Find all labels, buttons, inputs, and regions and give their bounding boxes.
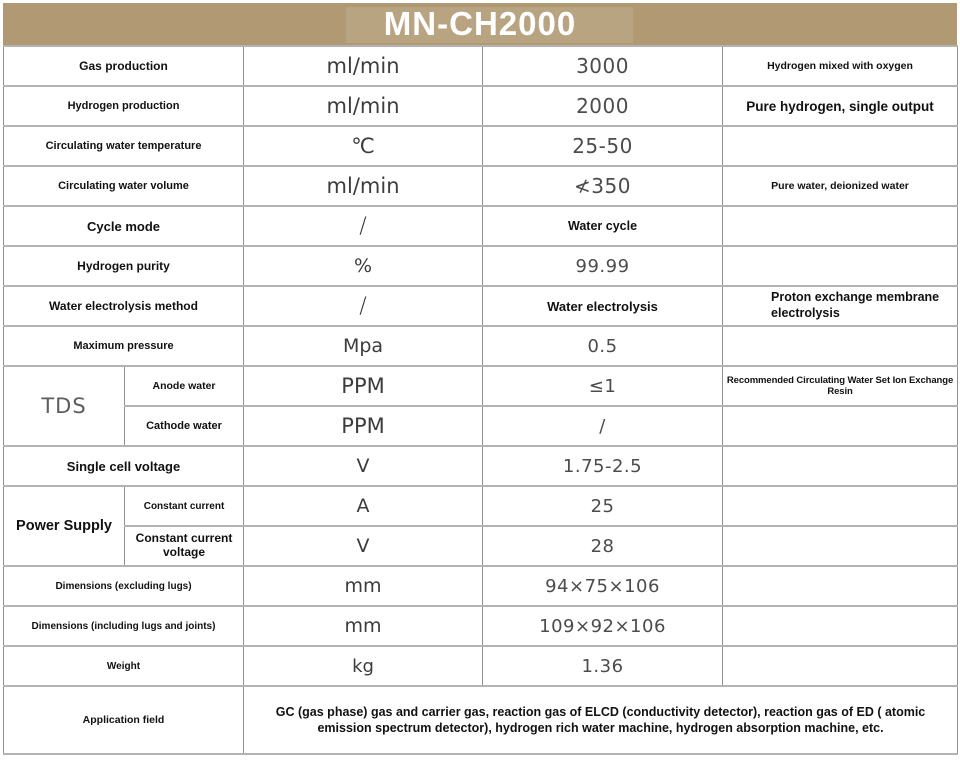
value-cell: Water cycle	[482, 205, 724, 247]
row-label: Maximum pressure	[2, 325, 245, 367]
note-cell	[722, 565, 959, 607]
unit-cell: kg	[243, 645, 484, 687]
table-row-application: Application field GC (gas phase) gas and…	[2, 685, 959, 755]
value-cell: 2000	[482, 85, 724, 127]
value-cell: /	[482, 405, 724, 447]
note-cell: Recommended Circulating Water Set Ion Ex…	[722, 365, 959, 407]
page-title: MN-CH2000	[383, 5, 577, 42]
row-label: Circulating water temperature	[2, 125, 245, 167]
value-cell: Water electrolysis	[482, 285, 724, 327]
unit-cell: V	[243, 525, 484, 567]
table-row: Cycle mode / Water cycle	[2, 205, 959, 247]
row-sublabel: Constant current	[123, 485, 245, 527]
row-label: Cycle mode	[2, 205, 245, 247]
row-label: Single cell voltage	[2, 445, 245, 487]
note-cell	[722, 605, 959, 647]
row-label: Dimensions (excluding lugs)	[2, 565, 245, 607]
row-label: Hydrogen purity	[2, 245, 245, 287]
note-cell: Proton exchange membrane electrolysis	[722, 285, 959, 327]
note-cell	[722, 525, 959, 567]
unit-cell: ml/min	[243, 165, 484, 207]
group-cell-tds: TDS	[3, 365, 125, 447]
note-cell: Pure hydrogen, single output	[722, 85, 959, 127]
note-cell: Pure water, deionized water	[722, 165, 959, 207]
title-highlight-box	[346, 7, 633, 43]
unit-cell: mm	[243, 565, 484, 607]
table-row: Cathode water PPM /	[4, 405, 959, 447]
table-row: Hydrogen production ml/min 2000 Pure hyd…	[2, 85, 959, 127]
table-row: Circulating water temperature ℃ 25-50	[2, 125, 959, 167]
unit-cell: ℃	[243, 125, 484, 167]
table-row: Weight kg 1.36	[2, 645, 959, 687]
row-label: Hydrogen production	[2, 85, 245, 127]
value-cell: 25-50	[482, 125, 724, 167]
unit-cell: A	[243, 485, 484, 527]
spec-sheet: MN-CH2000 Gas production ml/min 3000 Hyd…	[2, 3, 959, 755]
value-cell: 1.36	[482, 645, 724, 687]
unit-cell: mm	[243, 605, 484, 647]
row-label: Circulating water volume	[2, 165, 245, 207]
row-label: Weight	[2, 645, 245, 687]
note-cell	[722, 325, 959, 367]
row-label: Dimensions (including lugs and joints)	[2, 605, 245, 647]
unit-cell: V	[243, 445, 484, 487]
unit-cell: ml/min	[243, 85, 484, 127]
row-label: Application field	[2, 685, 245, 755]
table-row: Gas production ml/min 3000 Hydrogen mixe…	[2, 45, 959, 87]
value-cell: 1.75-2.5	[482, 445, 724, 487]
unit-cell: PPM	[243, 405, 484, 447]
table-row: Maximum pressure Mpa 0.5	[2, 325, 959, 367]
table-row: Single cell voltage V 1.75-2.5	[2, 445, 959, 487]
value-cell: 0.5	[482, 325, 724, 367]
table-row: Dimensions (excluding lugs) mm 94×75×106	[2, 565, 959, 607]
unit-cell: ml/min	[243, 45, 484, 87]
table-row: Hydrogen purity % 99.99	[2, 245, 959, 287]
row-label: Water electrolysis method	[2, 285, 245, 327]
group-cell-power-supply: Power Supply	[3, 485, 125, 567]
value-cell: 3000	[482, 45, 724, 87]
unit-cell: /	[243, 285, 484, 327]
table-row: TDS Anode water PPM ≤1 Recommended Circu…	[3, 365, 959, 447]
value-cell: 99.99	[482, 245, 724, 287]
value-cell: 94×75×106	[482, 565, 724, 607]
note-cell	[722, 205, 959, 247]
value-cell: ≤1	[482, 365, 724, 407]
row-sublabel: Constant current voltage	[123, 525, 245, 567]
note-cell	[722, 645, 959, 687]
note-cell	[722, 485, 959, 527]
table-row: Water electrolysis method / Water electr…	[2, 285, 959, 327]
row-label: Gas production	[2, 45, 245, 87]
table-row: Circulating water volume ml/min ≮350 Pur…	[2, 165, 959, 207]
note-cell	[722, 405, 959, 447]
header-banner: MN-CH2000	[3, 3, 957, 45]
value-cell: 28	[482, 525, 724, 567]
unit-cell: %	[243, 245, 484, 287]
note-cell: Hydrogen mixed with oxygen	[722, 45, 959, 87]
row-sublabel: Anode water	[123, 365, 245, 407]
value-cell: 109×92×106	[482, 605, 724, 647]
table-row: Power Supply Constant current A 25	[3, 485, 959, 567]
unit-cell: Mpa	[243, 325, 484, 367]
spec-table: Gas production ml/min 3000 Hydrogen mixe…	[2, 45, 959, 755]
row-sublabel: Cathode water	[123, 405, 245, 447]
unit-cell: /	[243, 205, 484, 247]
note-cell	[722, 125, 959, 167]
unit-cell: PPM	[243, 365, 484, 407]
note-cell	[722, 445, 959, 487]
note-cell	[722, 245, 959, 287]
table-row: Dimensions (including lugs and joints) m…	[2, 605, 959, 647]
application-field-text: GC (gas phase) gas and carrier gas, reac…	[243, 685, 959, 755]
table-row: Constant current voltage V 28	[4, 525, 959, 567]
value-cell: ≮350	[482, 165, 724, 207]
value-cell: 25	[482, 485, 724, 527]
